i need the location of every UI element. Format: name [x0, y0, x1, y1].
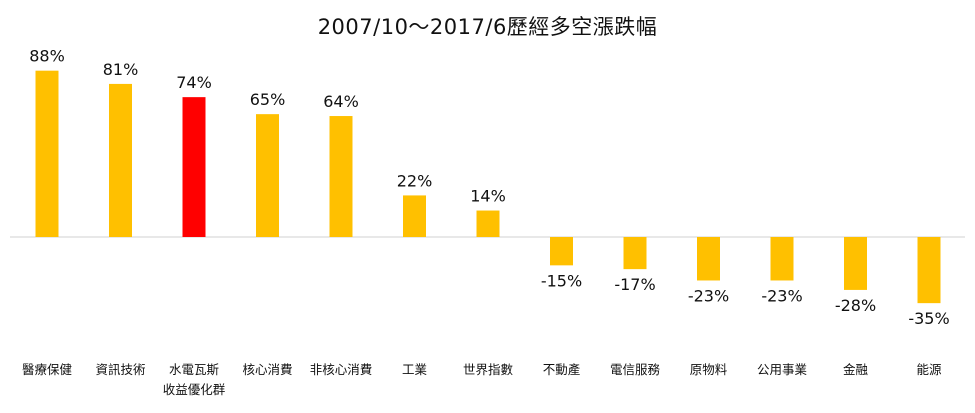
- value-label-10: -23%: [761, 286, 802, 305]
- bar-2: [182, 97, 206, 237]
- category-label-8: 電信服務: [609, 362, 660, 377]
- bar-10: [770, 237, 794, 281]
- category-label-9: 原物料: [689, 362, 728, 377]
- category-label-11: 金融: [842, 362, 868, 377]
- category-label-10: 公用事業: [756, 362, 807, 377]
- value-label-9: -23%: [688, 286, 729, 305]
- category-label-3: 核心消費: [242, 362, 293, 377]
- category-label-1: 資訊技術: [95, 362, 146, 377]
- value-label-7: -15%: [541, 271, 582, 290]
- value-label-8: -17%: [614, 275, 655, 294]
- category-label-2: 水電瓦斯 收益優化群: [162, 362, 226, 397]
- category-label-12: 能源: [916, 362, 942, 377]
- category-label-5: 工業: [401, 362, 427, 377]
- bar-12: [917, 237, 941, 304]
- bar-11: [844, 237, 867, 290]
- category-label-4: 非核心消費: [309, 362, 373, 377]
- value-label-0: 88%: [29, 47, 65, 66]
- bar-3: [256, 114, 279, 237]
- bar-8: [623, 237, 647, 270]
- value-label-5: 22%: [397, 171, 433, 190]
- bar-7: [550, 237, 573, 266]
- value-label-1: 81%: [103, 60, 139, 79]
- bar-0: [35, 70, 59, 238]
- category-label-6: 世界指數: [462, 362, 513, 377]
- bar-1: [109, 83, 132, 237]
- category-label-7: 不動產: [542, 362, 581, 377]
- value-label-2: 74%: [176, 73, 212, 92]
- bar-6: [476, 210, 500, 237]
- bar-4: [329, 116, 353, 237]
- value-label-11: -28%: [835, 296, 876, 315]
- chart-title: 2007/10～2017/6歷經多空漲跌幅: [317, 15, 658, 39]
- value-label-4: 64%: [323, 92, 359, 111]
- category-label-0: 醫療保健: [21, 362, 72, 377]
- value-label-6: 14%: [470, 187, 506, 206]
- value-label-12: -35%: [908, 309, 949, 328]
- bar-9: [697, 237, 720, 281]
- value-label-3: 65%: [250, 90, 286, 109]
- bar-5: [403, 195, 426, 237]
